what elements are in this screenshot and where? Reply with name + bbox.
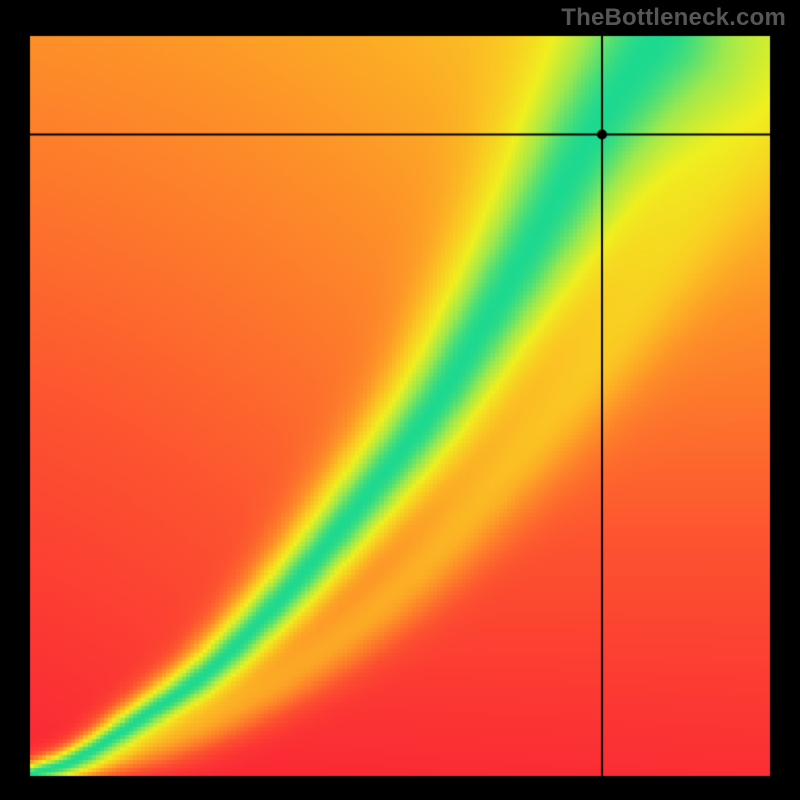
bottleneck-heatmap-canvas: [0, 0, 800, 800]
chart-container: TheBottleneck.com: [0, 0, 800, 800]
